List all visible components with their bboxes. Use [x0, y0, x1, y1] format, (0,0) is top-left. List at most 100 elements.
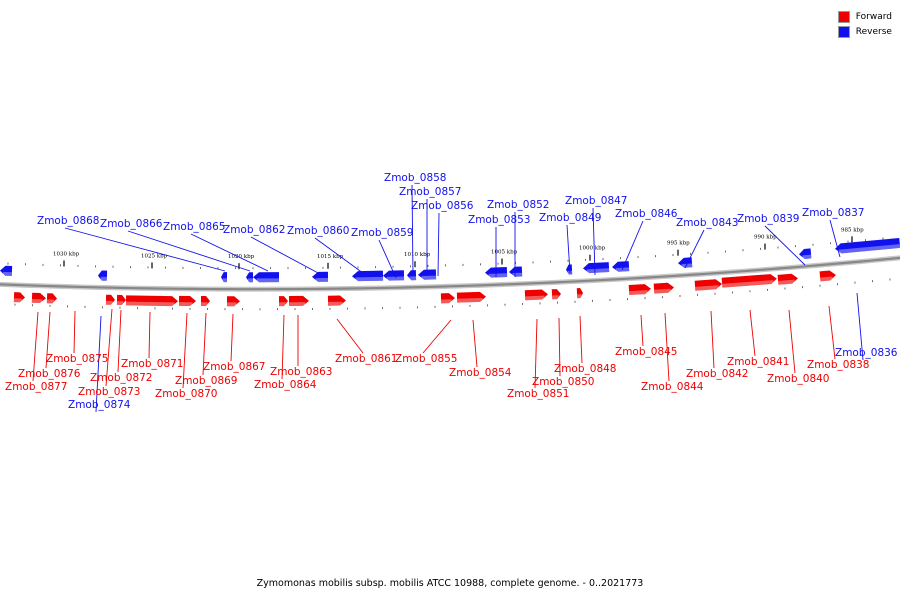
- gene-arrow-shade: [586, 268, 610, 274]
- gene-arrow[interactable]: [327, 295, 346, 306]
- gene-arrow[interactable]: [31, 292, 46, 304]
- gene-arrow[interactable]: [509, 266, 523, 277]
- legend-label-reverse: Reverse: [855, 26, 892, 37]
- gene-label[interactable]: Zmob_0843: [676, 217, 738, 229]
- gene-label[interactable]: Zmob_0857: [399, 186, 461, 198]
- gene-label[interactable]: Zmob_0860: [287, 225, 349, 237]
- gene-label[interactable]: Zmob_0841: [727, 356, 789, 368]
- gene-label[interactable]: Zmob_0847: [565, 195, 627, 207]
- gene-label[interactable]: Zmob_0864: [254, 379, 317, 391]
- gene-label[interactable]: Zmob_0867: [203, 361, 265, 373]
- gene-arrow[interactable]: [352, 270, 384, 282]
- gene-arrow[interactable]: [583, 262, 610, 274]
- gene-label[interactable]: Zmob_0870: [155, 388, 217, 400]
- gene-label[interactable]: Zmob_0849: [539, 212, 601, 224]
- gene-arrow[interactable]: [105, 294, 115, 305]
- gene-arrow[interactable]: [221, 272, 228, 283]
- gene-leader-line: [190, 233, 269, 272]
- gene-arrow[interactable]: [694, 279, 723, 291]
- gene-label[interactable]: Zmob_0871: [121, 358, 183, 370]
- gene-arrow-partial[interactable]: [0, 265, 13, 277]
- gene-arrow-shape: [105, 294, 115, 305]
- gene-label[interactable]: Zmob_0854: [449, 367, 512, 379]
- gene-label[interactable]: Zmob_0875: [46, 353, 108, 365]
- gene-label[interactable]: Zmob_0877: [5, 381, 67, 393]
- gene-leader-line: [579, 315, 583, 364]
- gene-label[interactable]: Zmob_0844: [641, 381, 704, 393]
- gene-arrow[interactable]: [13, 292, 25, 303]
- gene-label[interactable]: Zmob_0868: [37, 215, 99, 227]
- gene-label[interactable]: Zmob_0842: [686, 368, 748, 380]
- gene-arrow[interactable]: [440, 293, 455, 304]
- gene-label[interactable]: Zmob_0874: [68, 399, 131, 411]
- gene-arrow[interactable]: [721, 274, 778, 288]
- gene-arrow[interactable]: [819, 270, 837, 282]
- gene-arrow[interactable]: [576, 288, 583, 299]
- gene-label[interactable]: Zmob_0845: [615, 346, 677, 358]
- gene-arrow[interactable]: [551, 289, 561, 300]
- gene-leader-line: [95, 315, 102, 413]
- gene-arrow-shade: [441, 299, 452, 304]
- gene-label[interactable]: Zmob_0853: [468, 214, 530, 226]
- gene-arrow[interactable]: [566, 264, 573, 275]
- gene-label[interactable]: Zmob_0840: [767, 373, 829, 385]
- gene-arrow[interactable]: [628, 284, 652, 295]
- gene-label[interactable]: Zmob_0837: [802, 207, 864, 219]
- gene-label[interactable]: Zmob_0862: [223, 224, 285, 236]
- gene-arrow[interactable]: [226, 296, 240, 307]
- gene-label[interactable]: Zmob_0858: [384, 172, 446, 184]
- gene-arrow[interactable]: [456, 291, 486, 303]
- gene-arrow[interactable]: [246, 272, 254, 283]
- gene-arrow[interactable]: [288, 295, 309, 306]
- gene-arrow[interactable]: [125, 295, 178, 307]
- gene-label[interactable]: Zmob_0851: [507, 388, 569, 400]
- gene-label[interactable]: Zmob_0861: [335, 353, 397, 365]
- gene-label[interactable]: Zmob_0850: [532, 376, 594, 388]
- gene-label[interactable]: Zmob_0856: [411, 200, 474, 212]
- gene-label[interactable]: Zmob_0873: [78, 386, 140, 398]
- gene-label[interactable]: Zmob_0869: [175, 375, 237, 387]
- gene-arrow-shape: [694, 279, 722, 291]
- gene-arrow-shape: [440, 293, 455, 304]
- gene-arrow[interactable]: [524, 289, 548, 301]
- gene-label[interactable]: Zmob_0859: [351, 227, 413, 239]
- gene-arrow[interactable]: [99, 270, 108, 281]
- gene-label[interactable]: Zmob_0846: [615, 208, 678, 220]
- gene-label[interactable]: Zmob_0866: [100, 218, 163, 230]
- gene-arrow-shape: [352, 270, 384, 282]
- gene-arrow-shade: [355, 276, 384, 282]
- gene-arrow[interactable]: [678, 257, 693, 268]
- gene-label[interactable]: Zmob_0852: [487, 199, 549, 211]
- gene-arrow[interactable]: [799, 248, 812, 260]
- gene-arrow[interactable]: [383, 270, 405, 281]
- gene-label[interactable]: Zmob_0838: [807, 359, 869, 371]
- gene-label[interactable]: Zmob_0836: [835, 347, 898, 359]
- gene-label[interactable]: Zmob_0839: [737, 213, 799, 225]
- gene-arrow[interactable]: [835, 237, 900, 254]
- gene-label[interactable]: Zmob_0863: [270, 366, 332, 378]
- gene-leader-line: [182, 312, 188, 389]
- forward-swatch-icon: [837, 10, 850, 23]
- gene-arrow[interactable]: [278, 296, 288, 307]
- gene-arrow[interactable]: [253, 272, 280, 283]
- gene-label[interactable]: Zmob_0876: [18, 368, 81, 380]
- gene-label[interactable]: Zmob_0855: [395, 353, 457, 365]
- gene-label[interactable]: Zmob_0865: [163, 221, 225, 233]
- gene-label[interactable]: Zmob_0848: [554, 363, 616, 375]
- gene-arrow[interactable]: [200, 296, 210, 307]
- gene-arrow-shape: [777, 273, 798, 285]
- gene-arrow[interactable]: [312, 271, 329, 282]
- gene-arrow[interactable]: [777, 273, 799, 285]
- reverse-swatch-icon: [837, 25, 850, 38]
- gene-arrow[interactable]: [116, 294, 126, 306]
- gene-leader-line: [566, 224, 571, 274]
- gene-arrow-shade: [629, 290, 648, 295]
- gene-arrow[interactable]: [653, 282, 675, 294]
- gene-arrow[interactable]: [407, 270, 417, 281]
- gene-arrow[interactable]: [178, 295, 196, 307]
- gene-leader-line: [117, 309, 122, 373]
- gene-label[interactable]: Zmob_0872: [90, 372, 152, 384]
- gene-arrow[interactable]: [612, 261, 630, 272]
- kbp-tick-label: 1015 kbp: [317, 254, 344, 260]
- gene-arrow[interactable]: [46, 293, 57, 304]
